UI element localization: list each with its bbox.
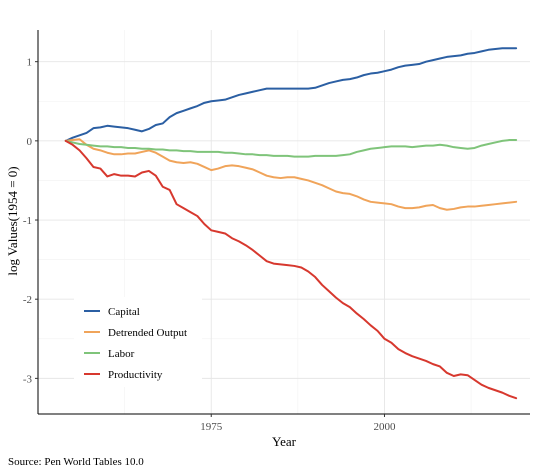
y-tick-label: -1	[23, 215, 32, 227]
axis-layer: -3 -2 -1 0 1 1975 2000	[23, 30, 530, 433]
y-tick-label: -3	[23, 373, 33, 385]
legend-label-detrended-output: Detrended Output	[108, 327, 187, 339]
y-tick-label: 0	[27, 136, 33, 148]
series-line-labor	[64, 139, 518, 158]
legend-label-productivity: Productivity	[108, 369, 163, 381]
legend-label-capital: Capital	[108, 306, 140, 318]
x-axis-title: Year	[272, 434, 297, 449]
grid-layer	[38, 30, 530, 414]
legend: Capital Detrended Output Labor Productiv…	[74, 297, 202, 387]
y-tick-label: -2	[23, 294, 32, 306]
x-tick-label: 1975	[200, 421, 223, 433]
y-tick-label: 1	[27, 57, 33, 69]
x-tick-label: 2000	[373, 421, 396, 433]
legend-label-labor: Labor	[108, 348, 135, 360]
series-line-capital	[64, 47, 518, 142]
series-layer	[64, 47, 518, 400]
series-line-productivity	[64, 139, 518, 400]
series-line-detrended-output	[64, 138, 518, 211]
source-caption: Source: Pen World Tables 10.0	[8, 456, 144, 468]
y-axis-title: log Values(1954 = 0)	[5, 166, 20, 275]
